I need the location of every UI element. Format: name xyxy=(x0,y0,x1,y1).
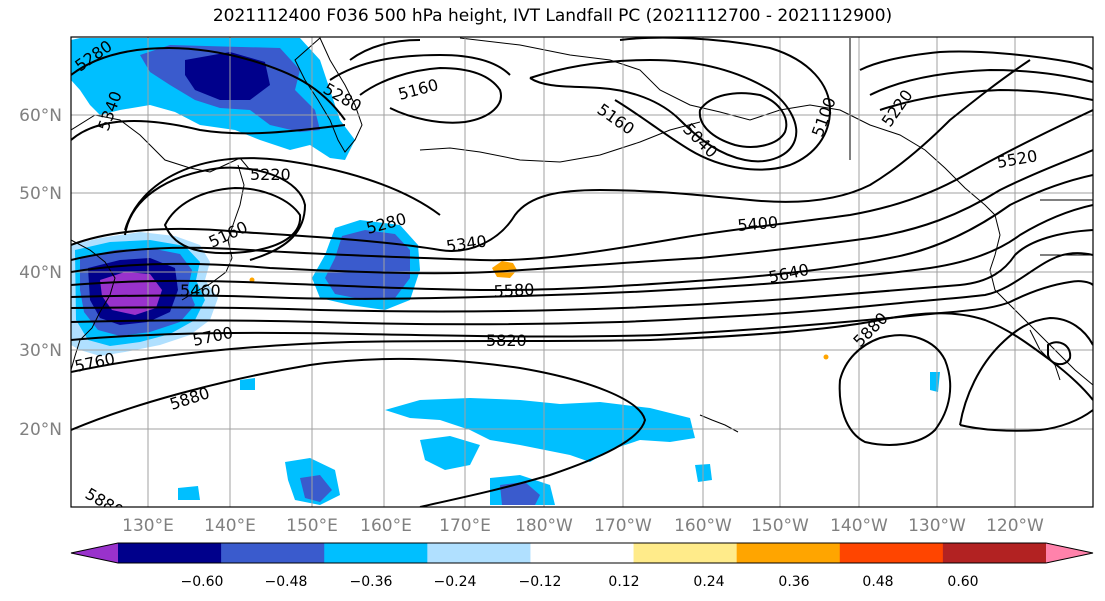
ivt-positive-anomaly xyxy=(492,261,517,278)
lon-label: 130°W xyxy=(908,516,966,536)
contour-5100 xyxy=(614,37,832,171)
lat-label: 20°N xyxy=(19,420,62,440)
contour-label: 5580 xyxy=(493,280,535,301)
lon-label: 120°W xyxy=(986,516,1044,536)
colorbar-segment xyxy=(942,543,1047,563)
coast-aleutians xyxy=(419,121,701,163)
colorbar-tick-label: −0.60 xyxy=(181,574,224,590)
contour-5880-low xyxy=(1047,341,1072,366)
contour-5580 xyxy=(71,204,1093,300)
contour-5160-kam xyxy=(359,66,502,124)
contour-label: 5460 xyxy=(180,281,221,300)
ivt-region-okhotsk-core xyxy=(185,52,270,100)
contour-5520 xyxy=(71,174,1093,292)
contour-5280-nw xyxy=(71,47,441,231)
map-frame xyxy=(70,36,1094,508)
colorbar-extend-high xyxy=(1046,543,1093,563)
lon-label: 180°W xyxy=(515,516,573,536)
contour-label: 5220 xyxy=(250,165,291,184)
ivt-region-tropics-8 xyxy=(240,378,255,390)
colorbar-segment xyxy=(633,543,738,563)
ivt-region-central-inner xyxy=(325,230,410,300)
contour-label: 5820 xyxy=(486,331,527,350)
contour-5340-east xyxy=(879,88,1093,111)
lon-label: 150°W xyxy=(751,516,809,536)
contour-5880-far-east xyxy=(959,316,1093,432)
contour-5280-kam xyxy=(329,39,511,81)
colorbar-tick-label: 0.36 xyxy=(778,574,809,590)
coast-korea-china xyxy=(71,239,116,371)
colorbar-segment xyxy=(530,543,635,563)
lon-label: 160°E xyxy=(360,516,412,536)
ivt-positive-dot-2 xyxy=(823,354,829,360)
lon-label: 140°E xyxy=(204,516,256,536)
ivt-region-tropics-3b xyxy=(300,475,332,502)
contour-5880-east xyxy=(838,334,952,446)
contour-5760 xyxy=(71,280,1093,341)
latitude-labels: 60°N 50°N 40°N 30°N 20°N xyxy=(19,106,62,440)
contour-5220-east xyxy=(859,50,1093,71)
contour-5820 xyxy=(71,312,1093,401)
lon-label: 160°W xyxy=(674,516,732,536)
lon-label: 150°E xyxy=(286,516,338,536)
height-contours xyxy=(71,37,1093,507)
lon-label: 170°E xyxy=(439,516,491,536)
coast-kamchatka xyxy=(294,37,363,153)
contour-label: 5400 xyxy=(737,213,779,235)
ivt-region-tropics-7 xyxy=(178,486,200,500)
lat-label: 60°N xyxy=(19,106,62,126)
contour-5880-south xyxy=(71,357,647,507)
contour-5160-low xyxy=(163,186,302,255)
contour-5460 xyxy=(71,149,1093,275)
contour-5400 xyxy=(71,109,1093,262)
colorbar-tick-label: −0.48 xyxy=(265,574,308,590)
contour-5040 xyxy=(698,92,788,148)
graticule xyxy=(71,37,1093,507)
contour-5280-east xyxy=(869,68,1093,96)
lon-label: 130°E xyxy=(122,516,174,536)
colorbar-tick-label: −0.12 xyxy=(519,574,562,590)
contour-5220 xyxy=(124,166,307,261)
contour-5640 xyxy=(71,229,1093,313)
contour-5160-aleutian xyxy=(529,58,798,163)
colorbar-segment xyxy=(427,543,531,563)
contour-5340 xyxy=(71,59,1031,252)
colorbar-segment xyxy=(221,543,325,563)
colorbar-tick-label: −0.24 xyxy=(434,574,477,590)
colorbar-outline xyxy=(70,542,1094,564)
lon-label: 140°W xyxy=(830,516,888,536)
colorbar xyxy=(70,542,1094,564)
lat-label: 40°N xyxy=(19,263,62,283)
lon-label: 170°W xyxy=(594,516,652,536)
lat-label: 50°N xyxy=(19,184,62,204)
colorbar-ticks: −0.60 −0.48 −0.36 −0.24 −0.12 0.12 0.24 … xyxy=(181,574,979,590)
colorbar-tick-label: 0.12 xyxy=(608,574,639,590)
ivt-region-tropics-4b xyxy=(500,482,540,505)
colorbar-tick-label: 0.48 xyxy=(862,574,893,590)
colorbar-tick-label: 0.24 xyxy=(693,574,724,590)
colorbar-tick-label: 0.60 xyxy=(947,574,978,590)
colorbar-extend-low xyxy=(71,543,118,563)
colorbar-segment xyxy=(839,543,944,563)
colorbar-tick-label: −0.36 xyxy=(350,574,393,590)
colorbar-segment xyxy=(324,543,428,563)
map-title: 2021112400 F036 500 hPa height, IVT Land… xyxy=(212,6,893,26)
colorbar-segment xyxy=(736,543,841,563)
longitude-labels: 130°E 140°E 150°E 160°E 170°E 180°W 170°… xyxy=(122,516,1044,536)
colorbar-segment xyxy=(118,543,222,563)
lat-label: 30°N xyxy=(19,341,62,361)
contour-5700 xyxy=(71,252,1093,326)
